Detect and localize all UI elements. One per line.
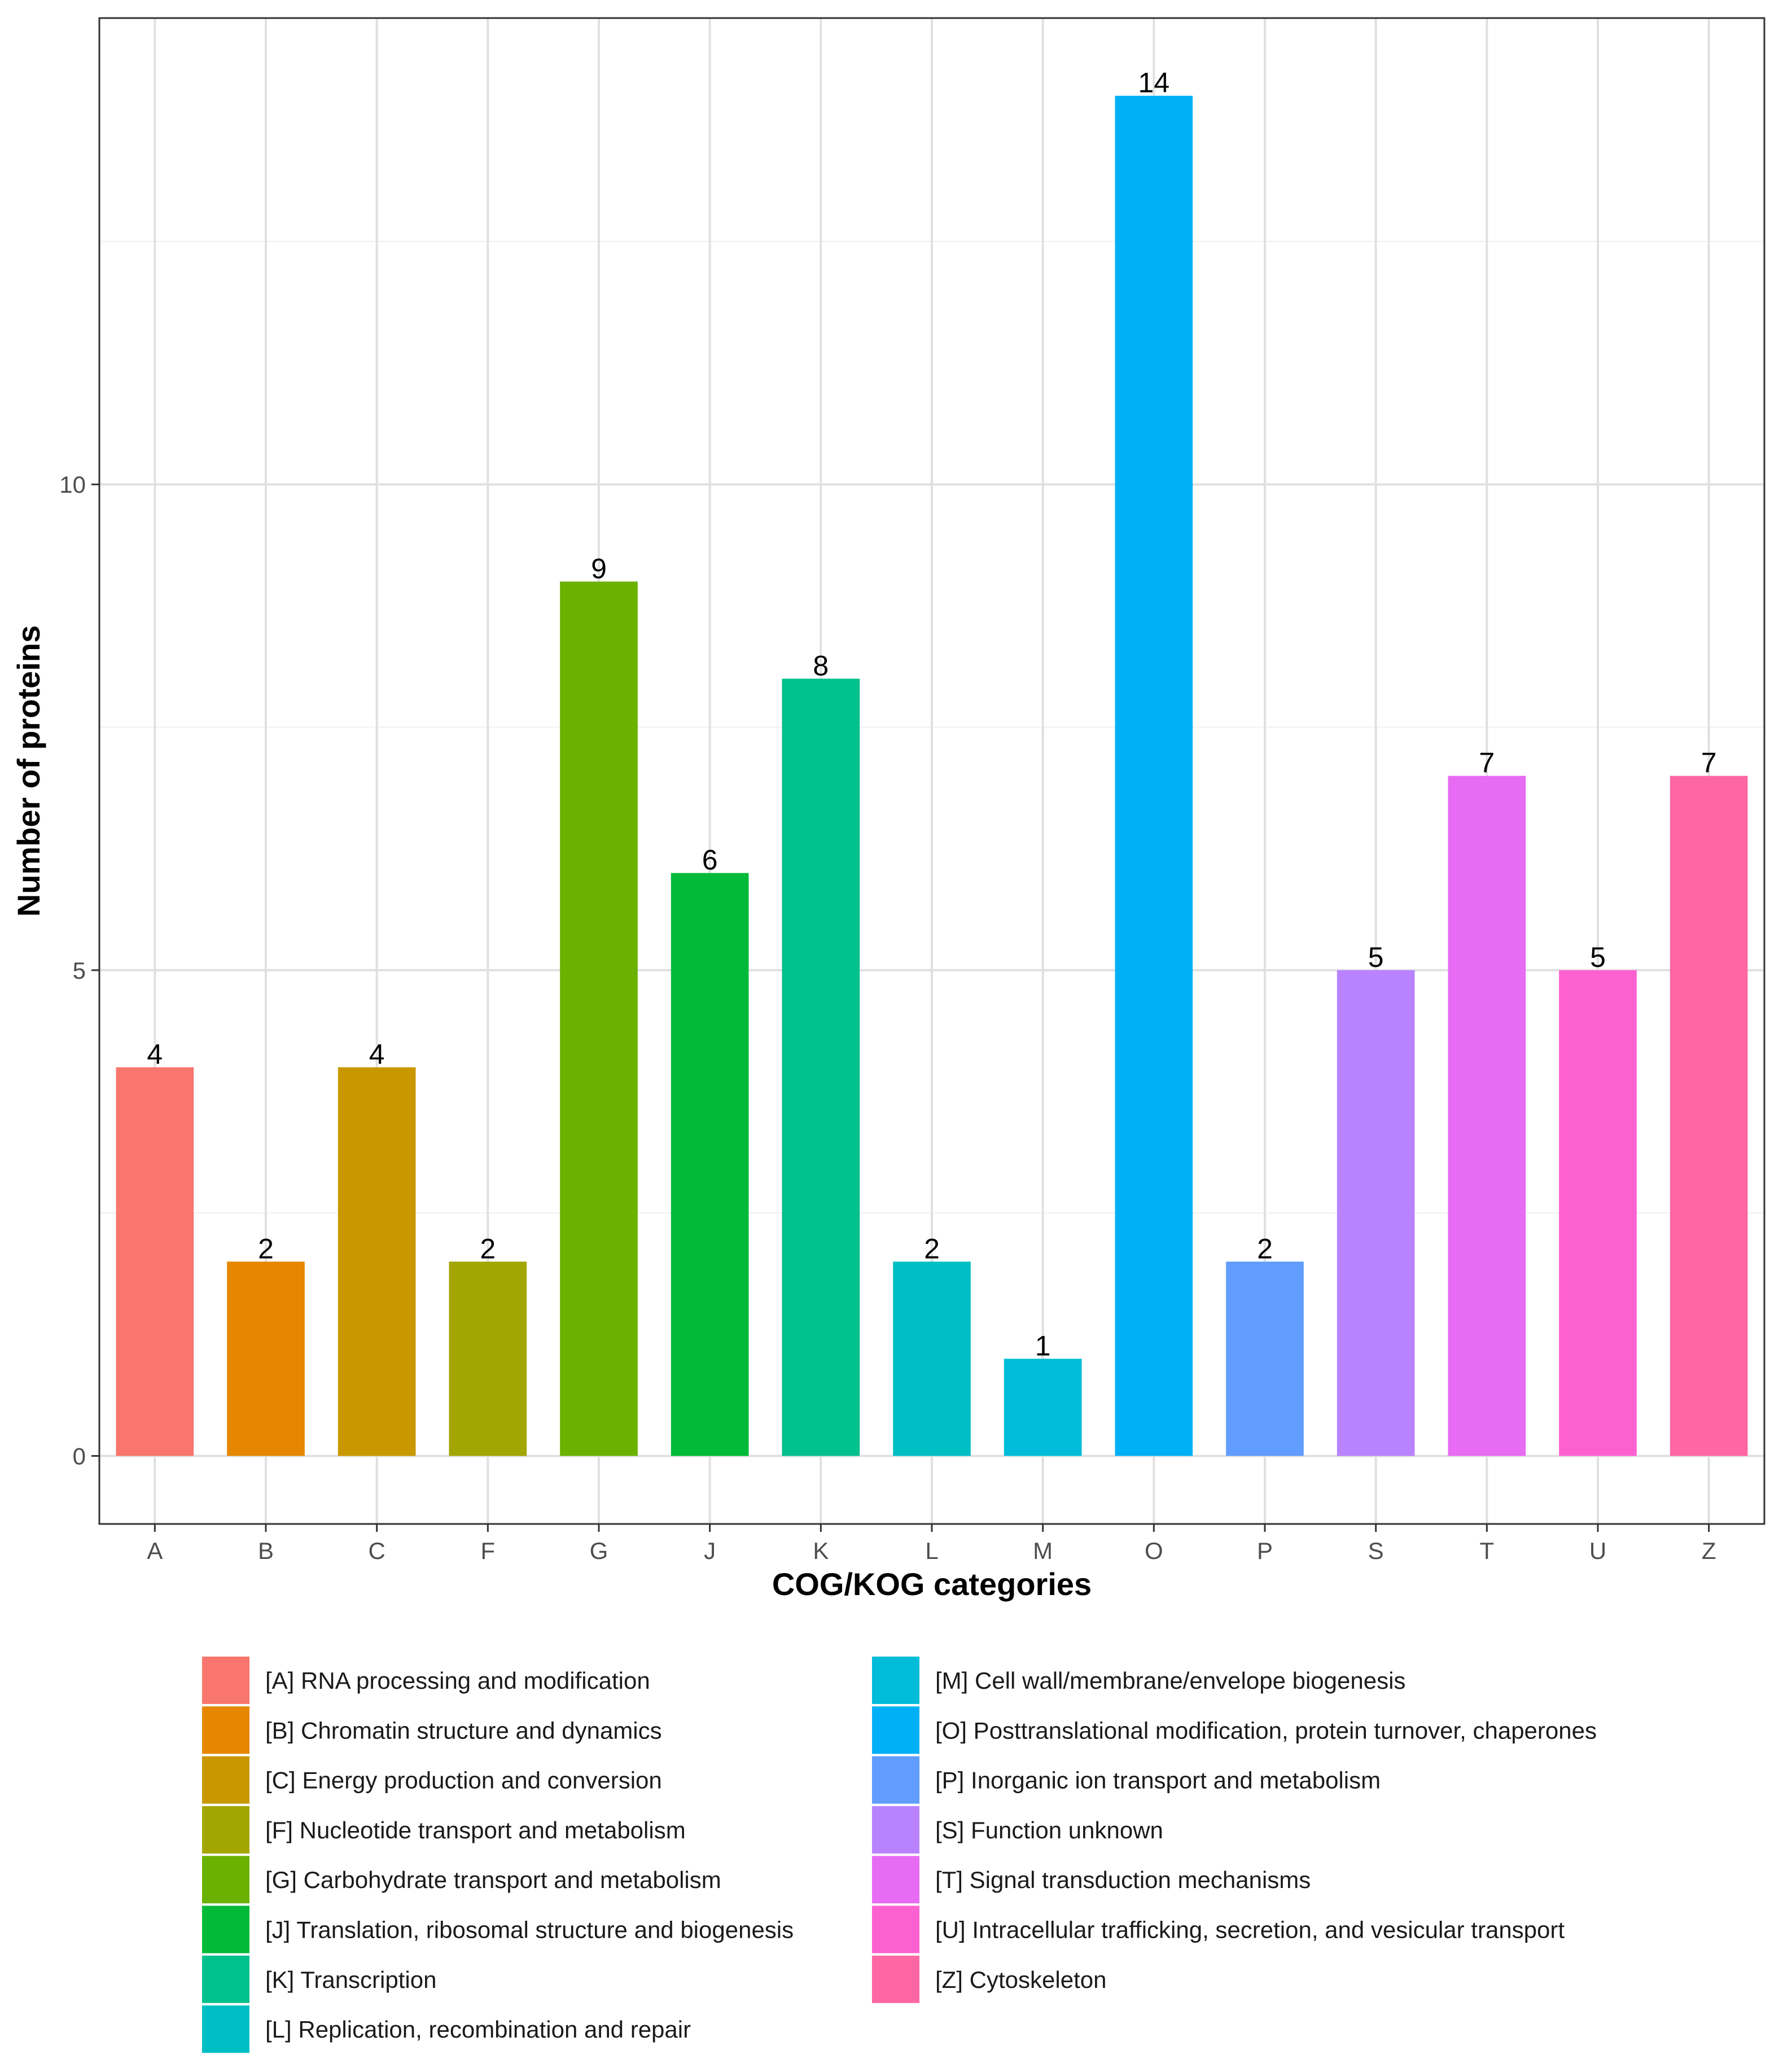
x-tick-label-B: B bbox=[258, 1537, 274, 1564]
legend-label-G: [G] Carbohydrate transport and metabolis… bbox=[265, 1867, 721, 1893]
legend-label-L: [L] Replication, recombination and repai… bbox=[265, 2016, 691, 2043]
y-tick-label: 5 bbox=[73, 957, 86, 984]
bar-U bbox=[1559, 970, 1637, 1456]
legend-key-S bbox=[872, 1806, 919, 1854]
value-label-L: 2 bbox=[924, 1233, 940, 1264]
y-tick-label: 10 bbox=[59, 471, 86, 498]
x-tick-label-L: L bbox=[925, 1537, 938, 1564]
value-label-Z: 7 bbox=[1701, 747, 1717, 779]
value-label-G: 9 bbox=[591, 553, 607, 584]
x-tick-label-T: T bbox=[1480, 1537, 1495, 1564]
y-tick-label: 0 bbox=[73, 1443, 86, 1470]
value-label-A: 4 bbox=[147, 1039, 163, 1070]
legend-key-P bbox=[872, 1756, 919, 1804]
x-tick-label-P: P bbox=[1257, 1537, 1273, 1564]
legend-label-K: [K] Transcription bbox=[265, 1966, 436, 1993]
bar-F bbox=[449, 1261, 527, 1456]
bar-P bbox=[1226, 1261, 1304, 1456]
bar-A bbox=[116, 1067, 194, 1456]
legend-key-G bbox=[202, 1856, 249, 1904]
value-label-S: 5 bbox=[1368, 941, 1384, 973]
value-label-B: 2 bbox=[258, 1233, 274, 1264]
bar-L bbox=[893, 1261, 971, 1456]
x-tick-label-M: M bbox=[1033, 1537, 1053, 1564]
legend-key-J bbox=[202, 1905, 249, 1953]
legend-key-B bbox=[202, 1706, 249, 1754]
y-axis: 0 5 10 bbox=[59, 471, 99, 1470]
value-label-O: 14 bbox=[1138, 67, 1170, 99]
legend-key-L bbox=[202, 2005, 249, 2053]
legend-label-U: [U] Intracellular trafficking, secretion… bbox=[935, 1917, 1565, 1943]
x-tick-label-J: J bbox=[704, 1537, 716, 1564]
bars bbox=[116, 95, 1748, 1456]
legend-label-J: [J] Translation, ribosomal structure and… bbox=[265, 1917, 794, 1943]
legend-label-O: [O] Posttranslational modification, prot… bbox=[935, 1717, 1597, 1744]
bar-Z bbox=[1670, 776, 1748, 1456]
x-tick-label-S: S bbox=[1368, 1537, 1384, 1564]
value-label-C: 4 bbox=[369, 1039, 385, 1070]
value-label-J: 6 bbox=[702, 844, 718, 876]
legend-key-A bbox=[202, 1657, 249, 1704]
x-tick-label-O: O bbox=[1145, 1537, 1163, 1564]
y-axis-title: Number of proteins bbox=[11, 625, 46, 917]
x-tick-label-U: U bbox=[1589, 1537, 1606, 1564]
legend-key-M bbox=[872, 1657, 919, 1704]
legend-label-Z: [Z] Cytoskeleton bbox=[935, 1966, 1106, 1993]
legend-label-B: [B] Chromatin structure and dynamics bbox=[265, 1717, 662, 1744]
legend-label-A: [A] RNA processing and modification bbox=[265, 1667, 650, 1694]
legend: [A] RNA processing and modification [B] C… bbox=[202, 1657, 1597, 2053]
value-label-U: 5 bbox=[1590, 941, 1606, 973]
bar-T bbox=[1448, 776, 1526, 1456]
x-tick-label-K: K bbox=[813, 1537, 829, 1564]
value-label-F: 2 bbox=[480, 1233, 496, 1264]
bar-J bbox=[671, 873, 749, 1456]
legend-key-K bbox=[202, 1955, 249, 2003]
legend-label-S: [S] Function unknown bbox=[935, 1817, 1163, 1843]
value-label-K: 8 bbox=[813, 650, 829, 681]
x-tick-label-Z: Z bbox=[1702, 1537, 1716, 1564]
bar-B bbox=[227, 1261, 305, 1456]
legend-key-C bbox=[202, 1756, 249, 1804]
legend-label-P: [P] Inorganic ion transport and metaboli… bbox=[935, 1767, 1381, 1794]
legend-key-Z bbox=[872, 1955, 919, 2003]
legend-label-C: [C] Energy production and conversion bbox=[265, 1767, 662, 1794]
bar-G bbox=[560, 581, 638, 1456]
bar-value-labels: 4 2 4 2 9 6 8 2 1 14 2 5 7 5 7 bbox=[147, 67, 1716, 1362]
legend-label-M: [M] Cell wall/membrane/envelope biogenes… bbox=[935, 1667, 1405, 1694]
legend-label-F: [F] Nucleotide transport and metabolism bbox=[265, 1817, 686, 1843]
bar-S bbox=[1337, 970, 1415, 1456]
value-label-T: 7 bbox=[1479, 747, 1495, 779]
bar-K bbox=[782, 678, 860, 1456]
legend-key-O bbox=[872, 1706, 919, 1754]
x-tick-label-C: C bbox=[368, 1537, 385, 1564]
bar-C bbox=[338, 1067, 416, 1456]
value-label-P: 2 bbox=[1257, 1233, 1273, 1264]
x-tick-label-F: F bbox=[481, 1537, 496, 1564]
legend-key-F bbox=[202, 1806, 249, 1854]
bar-M bbox=[1004, 1359, 1082, 1456]
x-axis-title: COG/KOG categories bbox=[772, 1566, 1092, 1602]
bar-O bbox=[1115, 95, 1193, 1456]
legend-label-T: [T] Signal transduction mechanisms bbox=[935, 1867, 1311, 1893]
x-tick-label-A: A bbox=[147, 1537, 163, 1564]
legend-key-T bbox=[872, 1856, 919, 1904]
value-label-M: 1 bbox=[1035, 1330, 1051, 1361]
legend-key-U bbox=[872, 1905, 919, 1953]
x-tick-label-G: G bbox=[590, 1537, 608, 1564]
